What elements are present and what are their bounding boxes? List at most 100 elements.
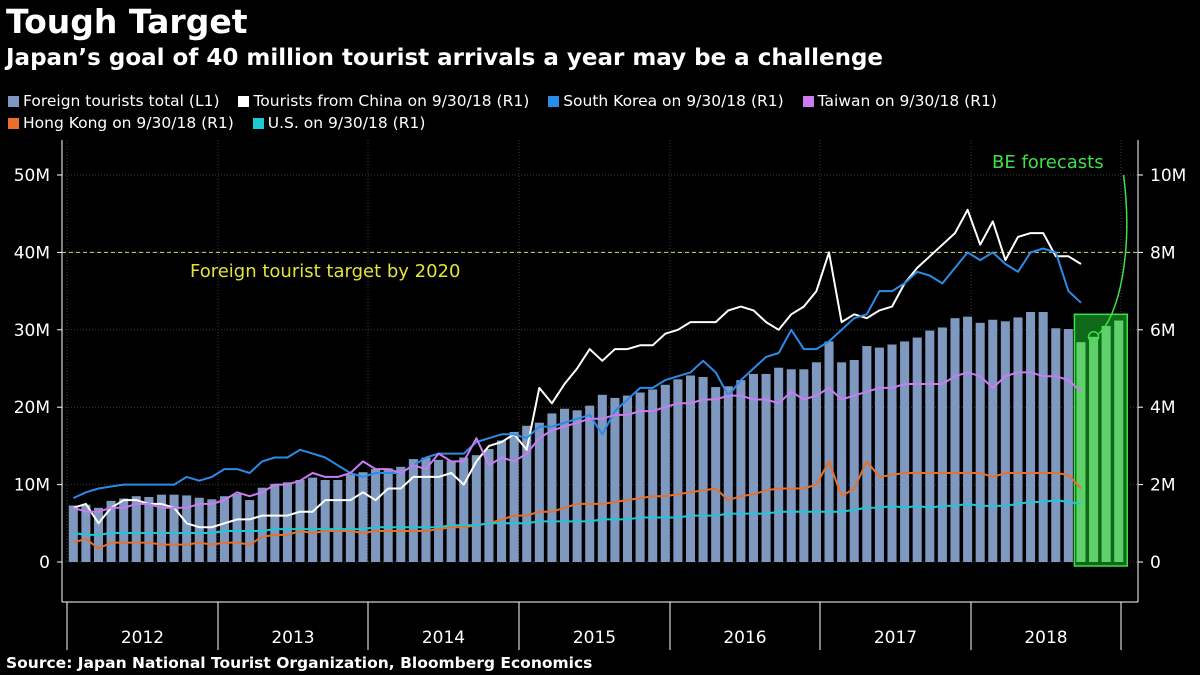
bar [900,341,910,562]
bar [862,346,872,562]
bar [937,327,947,562]
bar [333,479,343,562]
bar [282,482,292,562]
bar [169,494,179,562]
bar [345,474,355,562]
bar [988,319,998,562]
bar [434,459,444,562]
bar [396,466,406,562]
bar [232,493,242,562]
bar [119,498,129,562]
legend-item-total: Foreign tourists total (L1) [8,92,220,110]
chart-title: Tough Target [6,2,248,41]
bar [597,394,607,562]
bar [622,395,633,562]
legend-label-china: Tourists from China on 9/30/18 (R1) [253,92,530,110]
bar [673,379,683,562]
x-tick-label: 2012 [121,628,164,648]
y-right-tick-label: 2M [1150,476,1175,496]
bar [1013,317,1023,562]
bar [182,495,192,562]
forecast-bar [1089,336,1099,562]
y-right-tick-label: 10M [1150,166,1186,186]
bar [912,337,922,562]
bar [610,397,620,562]
y-left-tick-label: 50M [14,166,50,186]
bar [585,405,595,562]
bar [484,448,494,562]
legend-label-korea: South Korea on 9/30/18 (R1) [563,92,784,110]
bar [975,322,985,562]
bar [1000,321,1010,562]
x-tick-label: 2013 [271,628,314,648]
bar [748,373,758,562]
forecast-marker [1087,331,1100,343]
bar [786,369,796,562]
bar [497,440,507,562]
y-right-tick-label: 4M [1150,398,1175,418]
y-right-tick-label: 0 [1150,553,1161,573]
bar [547,413,557,562]
forecast-label: BE forecasts [992,152,1104,173]
bar [295,479,305,562]
bar [308,477,318,562]
bar [874,347,884,562]
series-line [73,499,1082,536]
legend-item-hongkong: Hong Kong on 9/30/18 (R1) [8,114,234,132]
bar [534,422,544,562]
y-right-tick-label: 8M [1150,243,1175,263]
legend-item-taiwan: Taiwan on 9/30/18 (R1) [802,92,997,110]
bar [358,472,368,562]
series-line [72,247,1082,500]
legend-swatch-us [252,118,264,129]
bar [446,460,456,562]
bar [811,362,821,562]
legend-swatch-china [238,96,250,107]
bar [698,377,708,562]
bar [837,362,847,562]
y-left-tick-label: 20M [14,398,50,418]
bar [761,373,771,562]
series-line [73,208,1082,529]
x-tick-label: 2014 [422,628,465,648]
bar [320,479,330,562]
bar [799,369,809,562]
bar [156,494,167,562]
bar [950,318,960,562]
source-note: Source: Japan National Tourist Organizat… [6,654,593,672]
x-tick-label: 2017 [874,628,917,648]
bar [194,497,204,562]
y-left-tick-label: 10M [14,476,50,496]
x-tick-label: 2015 [573,628,616,648]
bar [421,457,431,562]
bar [270,483,280,562]
chart-subtitle: Japan’s goal of 40 million tourist arriv… [6,45,884,71]
bar [887,344,897,562]
forecast-bar [1114,320,1124,562]
legend-item-korea: South Korea on 9/30/18 (R1) [548,92,784,110]
bar [371,469,381,562]
forecast-arrow [1098,174,1128,335]
bar [131,496,141,562]
x-tick-label: 2018 [1024,628,1067,648]
y-right-tick-label: 6M [1150,321,1175,341]
bar [106,500,116,562]
bar [408,459,418,562]
legend-swatch-korea [548,96,560,107]
legend-item-china: Tourists from China on 9/30/18 (R1) [238,92,529,110]
bar [635,392,645,562]
legend-swatch-total [8,96,19,107]
bar [648,389,658,562]
bar [723,386,733,562]
bar [963,316,973,562]
legend-label-us: U.S. on 9/30/18 (R1) [267,114,426,132]
bar [572,410,582,562]
bar [1051,328,1061,562]
bar [81,504,91,562]
bar [509,431,519,562]
bar [257,487,267,562]
bar [459,457,469,562]
y-left-tick-label: 40M [14,243,50,263]
bar [1038,311,1048,562]
